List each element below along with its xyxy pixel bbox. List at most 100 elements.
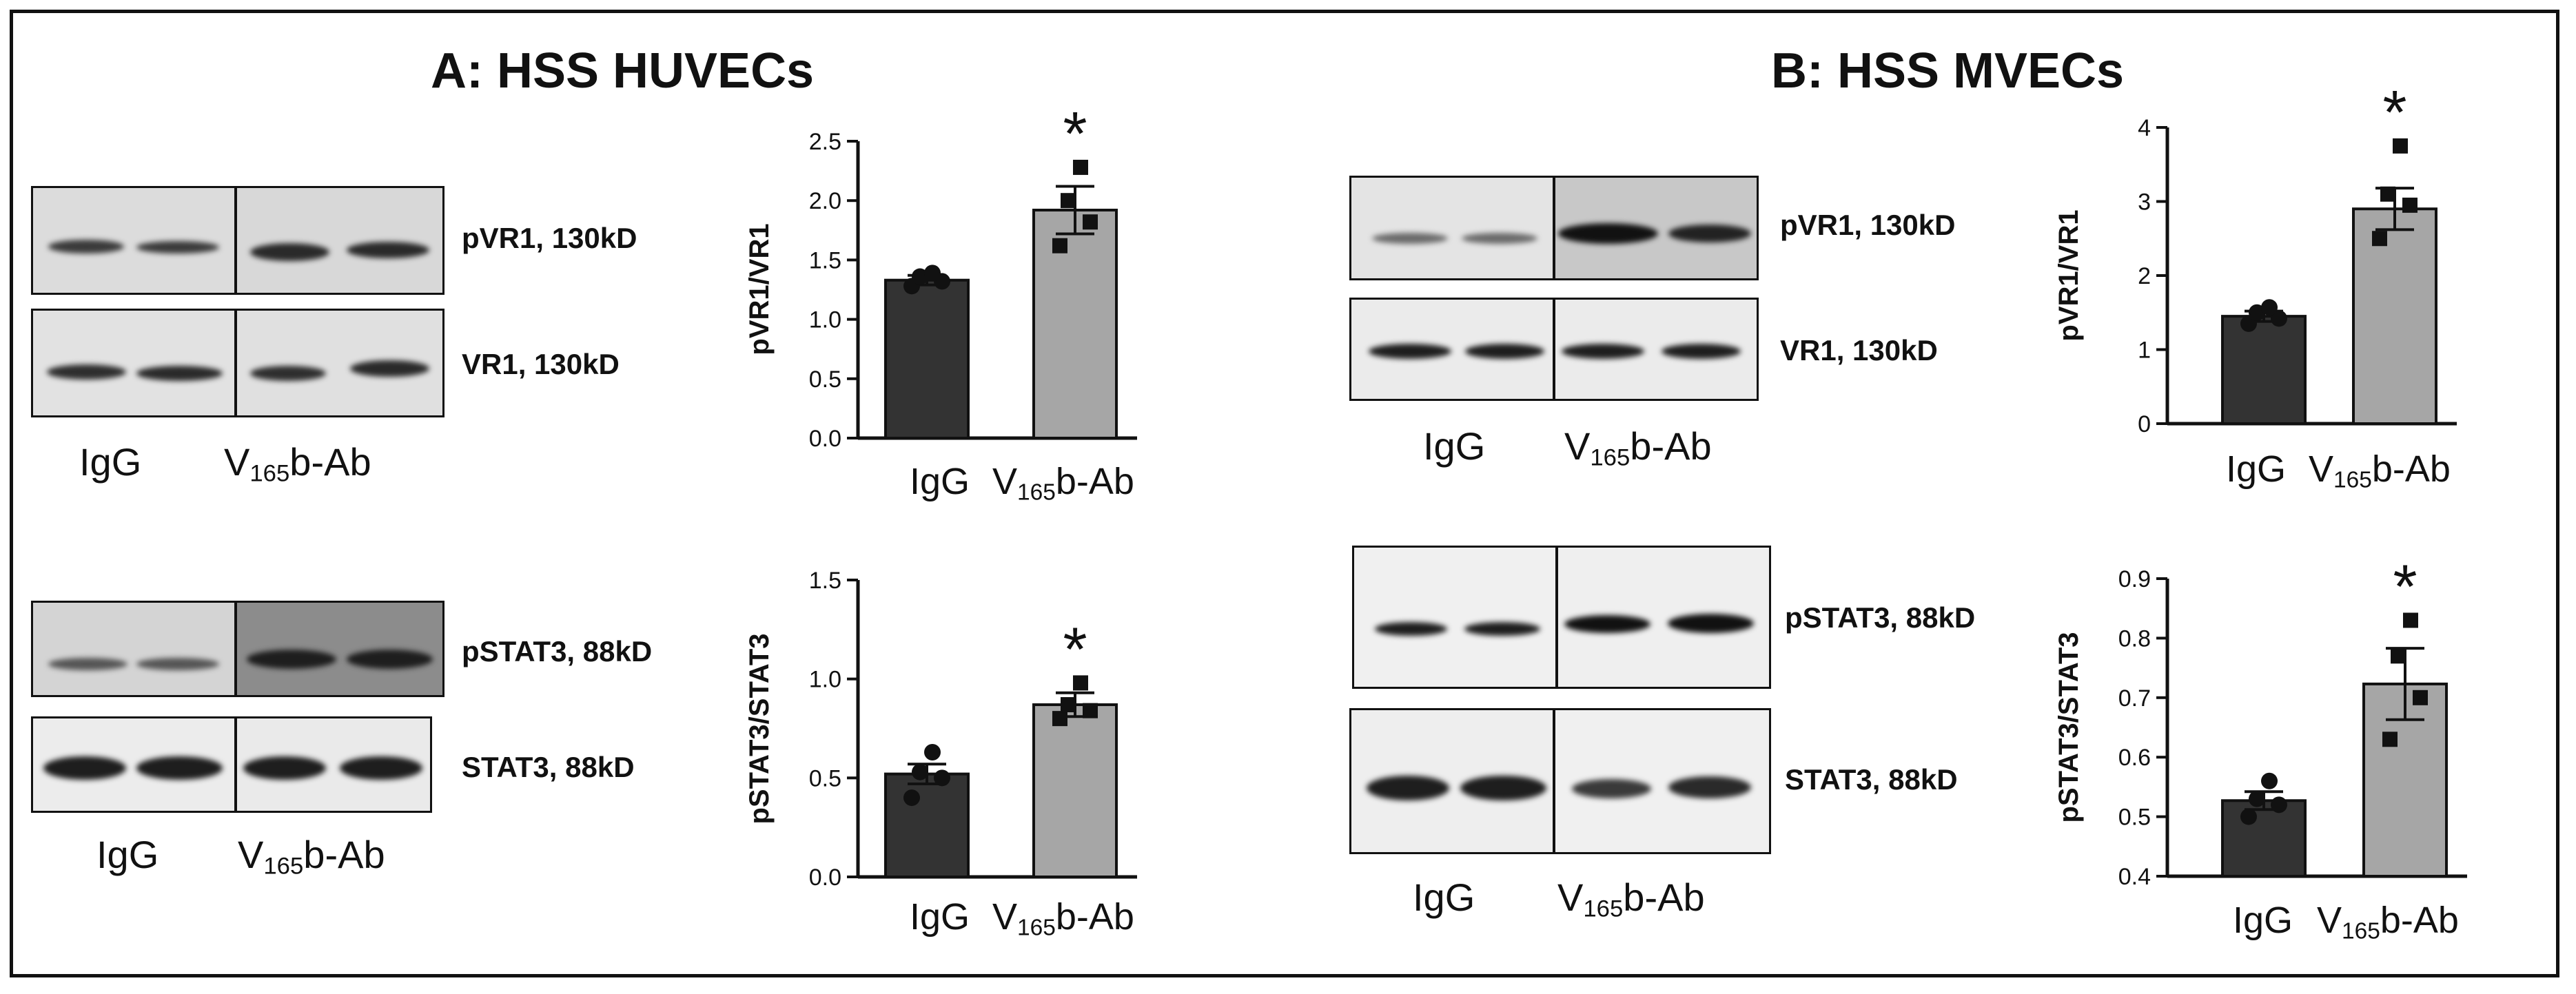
a_top-point: [1073, 159, 1088, 175]
b-bottom-xtick-ab: V165b-Ab: [2317, 900, 2459, 944]
lane-label-b-bottom-igg: IgG: [1413, 876, 1475, 919]
b_bottom-ytick-label: 0.5: [2118, 805, 2151, 831]
a_bottom-ylabel: pSTAT3/STAT3: [744, 633, 775, 824]
b_top-ylabel: pVR1/VR1: [2054, 209, 2084, 341]
a_bottom-significance-star: *: [1063, 615, 1087, 684]
b-bottom-xtick-igg: IgG: [2233, 900, 2293, 941]
b_bottom-point: [2403, 612, 2418, 628]
a_bottom-point: [1083, 703, 1098, 718]
blot-a-pstat3: [31, 601, 444, 697]
b_bottom-point: [2240, 808, 2257, 825]
a_top-ytick-label: 1.5: [809, 247, 841, 273]
lane-label-b-top-ab: V165b-Ab: [1564, 424, 1712, 471]
b_bottom-point: [2249, 790, 2265, 807]
a_bottom-bar-0: [884, 772, 970, 878]
b_top-bar-0: [2221, 315, 2307, 425]
figure-frame: [10, 10, 2559, 977]
lane-label-a-bottom-igg: IgG: [96, 833, 159, 876]
a_bottom-point: [924, 743, 941, 760]
a_bottom-point: [934, 769, 950, 787]
a_bottom-point: [1073, 675, 1088, 691]
blot-b-stat3: [1349, 708, 1771, 854]
b_bottom-ytick-label: 0.6: [2118, 745, 2151, 771]
blot-label-b-pvr1: pVR1, 130kD: [1780, 209, 1956, 241]
lane-label-a-top-ab: V165b-Ab: [224, 440, 371, 487]
a_top-ytick-label: 2.0: [809, 188, 841, 214]
b_top-point: [2261, 299, 2278, 316]
a_top-bar-1: [1032, 208, 1118, 439]
blot-label-a-stat3: STAT3, 88kD: [462, 751, 635, 783]
lane-label-a-bottom-ab: V165b-Ab: [238, 833, 385, 880]
b_bottom-ytick-label: 0.7: [2118, 685, 2151, 712]
panel-a-title: A: HSS HUVECs: [431, 43, 815, 99]
b_bottom-point: [2271, 796, 2287, 814]
blot-b-pvr1: [1349, 176, 1759, 280]
a_top-point: [1083, 214, 1098, 230]
a_top-bar-0: [884, 278, 970, 440]
blot-a-stat3: [31, 716, 432, 813]
a_top-ytick-label: 0.0: [809, 426, 841, 452]
a_bottom-ytick-label: 0.0: [809, 864, 841, 891]
b_top-point: [2372, 231, 2387, 247]
b_top-ytick-label: 2: [2138, 263, 2151, 289]
blot-b-vr1: [1349, 298, 1759, 401]
b_top-ytick-label: 4: [2138, 115, 2151, 141]
a_top-ytick-label: 0.5: [809, 366, 841, 393]
a-top-xtick-ab: V165b-Ab: [992, 461, 1134, 506]
b_top-point: [2402, 197, 2417, 213]
a_bottom-ytick-label: 1.5: [809, 568, 841, 594]
blot-label-a-vr1: VR1, 130kD: [462, 348, 620, 380]
blot-label-a-pstat3: pSTAT3, 88kD: [462, 635, 653, 667]
b_top-point: [2271, 310, 2287, 327]
blot-a-pvr1: [31, 186, 444, 295]
a_top-point: [924, 265, 941, 282]
b_bottom-point: [2382, 732, 2398, 747]
b_top-point: [2380, 186, 2395, 202]
b_bottom-significance-star: *: [2393, 552, 2417, 621]
b_top-significance-star: *: [2382, 79, 2406, 147]
b_bottom-ytick-label: 0.9: [2118, 566, 2151, 592]
panel-b-title: B: HSS MVECs: [1771, 43, 2125, 99]
a_bottom-point: [903, 789, 920, 807]
b-top-xtick-ab: V165b-Ab: [2309, 448, 2451, 493]
b_top-ytick-label: 1: [2138, 338, 2151, 364]
blot-label-b-pstat3: pSTAT3, 88kD: [1785, 601, 1976, 634]
a_bottom-point: [912, 763, 928, 780]
a_top-ylabel: pVR1/VR1: [744, 223, 775, 355]
b_top-point: [2249, 304, 2265, 321]
b_top-bar-1: [2352, 207, 2437, 425]
lane-label-a-top-igg: IgG: [79, 440, 142, 484]
b_bottom-point: [2261, 772, 2278, 789]
a_bottom-point: [1061, 697, 1076, 713]
b_bottom-point: [2413, 690, 2428, 705]
a-bottom-xtick-ab: V165b-Ab: [992, 896, 1134, 941]
blot-b-pstat3: [1352, 546, 1771, 689]
b_bottom-ytick-label: 0.4: [2118, 864, 2151, 890]
a-bottom-xtick-igg: IgG: [910, 896, 970, 938]
a_top-point: [1052, 238, 1067, 253]
a_top-point: [1061, 193, 1076, 209]
blot-label-b-vr1: VR1, 130kD: [1780, 334, 1938, 366]
a_bottom-point: [1052, 711, 1067, 727]
a_bottom-ytick-label: 1.0: [809, 667, 841, 693]
b-top-xtick-igg: IgG: [2226, 448, 2287, 490]
a_top-ytick-label: 1.0: [809, 307, 841, 333]
b_top-ytick-label: 0: [2138, 411, 2151, 437]
blot-label-b-stat3: STAT3, 88kD: [1785, 763, 1958, 796]
b_bottom-ylabel: pSTAT3/STAT3: [2054, 632, 2084, 822]
b_top-point: [2393, 138, 2408, 154]
blot-label-a-pvr1: pVR1, 130kD: [462, 222, 637, 254]
a_bottom-ytick-label: 0.5: [809, 765, 841, 791]
a-top-xtick-igg: IgG: [910, 461, 970, 502]
a_top-significance-star: *: [1063, 100, 1087, 169]
a_top-point: [912, 268, 928, 285]
b_top-ytick-label: 3: [2138, 189, 2151, 216]
a_bottom-bar-1: [1032, 703, 1118, 879]
b_bottom-point: [2391, 648, 2406, 664]
lane-label-b-top-igg: IgG: [1423, 424, 1486, 468]
b_bottom-ytick-label: 0.8: [2118, 625, 2151, 652]
b_bottom-bar-0: [2221, 799, 2307, 878]
a_top-ytick-label: 2.5: [809, 129, 841, 155]
blot-a-vr1: [31, 309, 444, 417]
